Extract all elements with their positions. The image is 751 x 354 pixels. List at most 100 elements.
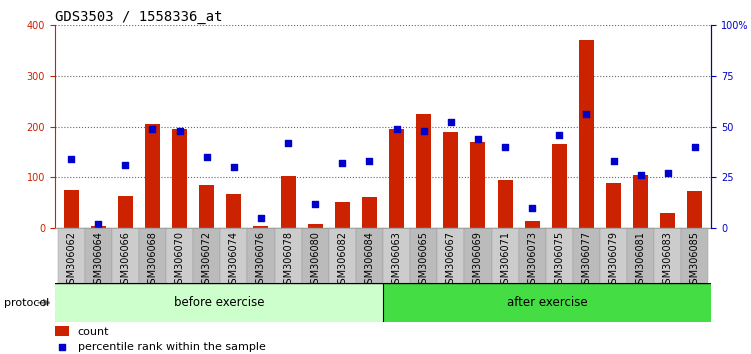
Text: GDS3503 / 1558336_at: GDS3503 / 1558336_at <box>55 10 222 24</box>
Bar <box>681 228 708 283</box>
Bar <box>362 197 377 228</box>
Text: GSM306063: GSM306063 <box>391 231 402 290</box>
Bar <box>552 144 567 228</box>
Bar <box>118 196 133 228</box>
Point <box>689 144 701 150</box>
Point <box>553 132 566 138</box>
Bar <box>254 226 268 228</box>
Bar <box>443 132 458 228</box>
Text: count: count <box>78 327 110 337</box>
Bar <box>91 226 106 228</box>
Text: percentile rank within the sample: percentile rank within the sample <box>78 342 266 352</box>
Point <box>391 126 403 131</box>
Point <box>581 112 593 117</box>
Bar <box>335 202 350 228</box>
Point <box>499 144 511 150</box>
Bar <box>498 180 512 228</box>
Point <box>56 344 68 350</box>
Bar <box>519 228 546 283</box>
Text: protocol: protocol <box>4 298 49 308</box>
Bar <box>546 228 573 283</box>
Point <box>526 205 538 211</box>
Text: GSM306067: GSM306067 <box>446 231 456 290</box>
Bar <box>302 228 329 283</box>
Bar <box>58 228 85 283</box>
Bar <box>383 283 711 322</box>
Bar <box>356 228 383 283</box>
Text: GSM306080: GSM306080 <box>310 231 320 290</box>
Bar <box>416 114 431 228</box>
Point <box>282 140 294 146</box>
Bar <box>633 175 648 228</box>
Point <box>363 158 376 164</box>
Point <box>173 128 185 133</box>
Text: GSM306065: GSM306065 <box>419 231 429 290</box>
Bar <box>525 221 540 228</box>
Text: GSM306070: GSM306070 <box>174 231 185 290</box>
Bar <box>275 228 302 283</box>
Bar <box>166 228 193 283</box>
Text: GSM306084: GSM306084 <box>364 231 375 290</box>
Text: GSM306074: GSM306074 <box>229 231 239 290</box>
Point <box>608 158 620 164</box>
Bar <box>383 228 410 283</box>
Text: GSM306068: GSM306068 <box>147 231 158 290</box>
Bar <box>55 326 69 336</box>
Bar <box>55 283 383 322</box>
Bar <box>600 228 627 283</box>
Bar <box>139 228 166 283</box>
Text: GSM306062: GSM306062 <box>66 231 76 290</box>
Point <box>445 120 457 125</box>
Text: GSM306073: GSM306073 <box>527 231 537 290</box>
Text: GSM306078: GSM306078 <box>283 231 293 290</box>
Point <box>635 173 647 178</box>
Bar <box>172 129 187 228</box>
Bar <box>470 142 485 228</box>
Bar <box>687 191 702 228</box>
Bar <box>606 183 621 228</box>
Bar <box>437 228 464 283</box>
Bar <box>112 228 139 283</box>
Bar <box>329 228 356 283</box>
Text: after exercise: after exercise <box>507 296 587 309</box>
Text: GSM306071: GSM306071 <box>500 231 510 290</box>
Bar <box>199 185 214 228</box>
Text: GSM306085: GSM306085 <box>690 231 700 290</box>
Bar <box>226 194 241 228</box>
Point <box>201 154 213 160</box>
Point <box>662 171 674 176</box>
Bar <box>220 228 247 283</box>
Point <box>119 162 131 168</box>
Bar <box>247 228 275 283</box>
Bar <box>64 190 79 228</box>
Bar <box>193 228 220 283</box>
Point <box>336 160 348 166</box>
Bar <box>579 40 594 228</box>
Text: GSM306076: GSM306076 <box>256 231 266 290</box>
Text: GSM306064: GSM306064 <box>93 231 103 290</box>
Text: GSM306075: GSM306075 <box>554 231 564 290</box>
Bar <box>464 228 491 283</box>
Text: GSM306079: GSM306079 <box>608 231 619 290</box>
Bar <box>85 228 112 283</box>
Bar <box>627 228 654 283</box>
Bar <box>660 213 675 228</box>
Text: GSM306077: GSM306077 <box>581 231 592 290</box>
Point <box>309 201 321 207</box>
Bar <box>308 224 323 228</box>
Point <box>418 128 430 133</box>
Bar <box>491 228 519 283</box>
Text: GSM306081: GSM306081 <box>635 231 646 290</box>
Point <box>228 164 240 170</box>
Text: GSM306083: GSM306083 <box>663 231 673 290</box>
Text: GSM306082: GSM306082 <box>337 231 347 290</box>
Point <box>255 215 267 221</box>
Point <box>92 222 104 227</box>
Bar <box>410 228 437 283</box>
Bar <box>145 124 160 228</box>
Text: GSM306072: GSM306072 <box>202 231 212 290</box>
Text: before exercise: before exercise <box>173 296 264 309</box>
Bar <box>573 228 600 283</box>
Bar <box>281 176 296 228</box>
Point <box>472 136 484 142</box>
